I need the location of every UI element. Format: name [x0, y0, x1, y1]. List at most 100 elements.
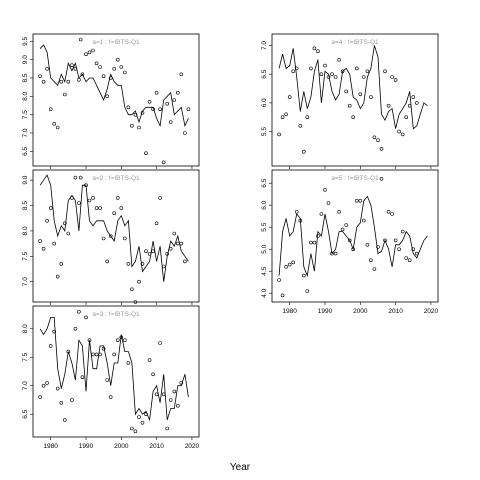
data-point — [94, 206, 99, 210]
data-point — [179, 381, 184, 385]
data-point — [77, 78, 81, 82]
data-point — [344, 223, 349, 227]
data-point — [140, 420, 145, 425]
data-point — [333, 75, 338, 79]
data-point — [400, 229, 405, 234]
data-point — [161, 392, 166, 397]
data-point — [383, 69, 387, 74]
panel-frame — [32, 305, 200, 438]
data-point — [101, 346, 106, 351]
y-tick-label: 6.5 — [22, 409, 29, 418]
data-point — [280, 293, 285, 298]
data-point — [330, 251, 334, 256]
x-tick-label: 1990 — [318, 308, 333, 315]
data-point — [301, 273, 306, 278]
panel-title: a=1 : f=IBTS-Q1 — [92, 39, 140, 46]
data-point — [333, 251, 338, 256]
data-point — [294, 66, 299, 71]
data-point — [386, 210, 391, 214]
data-point — [277, 278, 281, 282]
data-point — [45, 219, 49, 223]
data-point — [52, 122, 57, 126]
panel-frame — [32, 169, 200, 303]
data-point — [87, 198, 92, 203]
data-point — [116, 196, 120, 200]
data-point — [404, 115, 409, 119]
data-point — [351, 247, 356, 251]
data-point — [70, 63, 74, 67]
data-point — [140, 262, 145, 266]
data-point — [70, 398, 74, 402]
data-point — [411, 247, 416, 251]
data-point — [84, 52, 88, 57]
data-point — [133, 429, 138, 434]
data-point — [55, 274, 60, 279]
data-point — [45, 381, 49, 385]
data-point — [87, 338, 92, 343]
y-tick-label: 6.5 — [261, 69, 268, 78]
data-point — [55, 386, 60, 391]
data-point — [309, 240, 313, 245]
y-tick-label: 8.5 — [22, 201, 29, 210]
data-point — [80, 72, 85, 77]
data-point — [397, 247, 401, 251]
y-tick-label: 9.0 — [22, 175, 29, 184]
data-point — [147, 100, 152, 104]
data-point — [94, 352, 99, 357]
x-tick-label: 1990 — [79, 443, 94, 450]
y-tick-label: 4.0 — [261, 288, 268, 297]
data-point — [116, 57, 120, 62]
data-point — [105, 259, 109, 264]
y-tick-label: 5.0 — [261, 244, 268, 253]
data-point — [344, 89, 349, 94]
data-point — [407, 103, 412, 108]
data-point — [63, 92, 67, 97]
y-tick-label: 8.0 — [22, 226, 29, 235]
x-tick-label: 1980 — [282, 308, 297, 315]
data-point — [379, 147, 384, 151]
data-point — [172, 98, 177, 102]
data-point — [351, 115, 356, 119]
data-point — [126, 361, 131, 365]
data-point — [361, 218, 366, 223]
data-point — [287, 262, 292, 267]
y-tick-label: 8.0 — [22, 91, 29, 100]
y-tick-label: 7.5 — [22, 110, 29, 119]
data-point — [319, 212, 324, 216]
data-point — [340, 227, 345, 232]
data-point — [284, 264, 288, 269]
data-point — [108, 395, 113, 399]
figure-x-axis-label: Year — [230, 462, 251, 473]
data-point — [287, 95, 292, 99]
data-point — [305, 115, 310, 119]
data-point — [48, 344, 53, 348]
data-point — [151, 249, 155, 253]
data-point — [63, 221, 67, 226]
y-tick-label: 5.5 — [261, 127, 268, 136]
data-point — [347, 103, 352, 108]
data-point — [326, 201, 331, 205]
data-point — [38, 74, 42, 78]
x-tick-label: 2000 — [353, 308, 368, 315]
y-tick-label: 6.5 — [261, 178, 268, 187]
data-point — [414, 251, 419, 256]
data-point — [397, 129, 401, 134]
data-point — [298, 124, 303, 128]
data-point — [400, 132, 405, 137]
data-point — [45, 67, 49, 71]
data-point — [280, 115, 285, 119]
panel-5: a=5 : f=IBTS-Q1 4.0 4.5 5.0 5.5 6.0 6.5 1980 199… — [261, 169, 439, 315]
data-point — [316, 234, 320, 238]
data-point — [80, 375, 85, 380]
data-point — [59, 262, 64, 266]
x-tick-label: 2020 — [185, 443, 200, 450]
data-point — [284, 112, 288, 117]
data-point — [393, 238, 398, 243]
data-point — [393, 78, 398, 82]
data-point — [165, 426, 169, 431]
panel-1: a=1 : f=IBTS-Q1 6.5 7.0 7.5 8.0 8.5 9.0 9.5 — [22, 33, 200, 169]
data-point — [73, 67, 78, 71]
data-point — [78, 37, 83, 42]
data-point — [390, 75, 394, 79]
data-point — [105, 378, 109, 382]
